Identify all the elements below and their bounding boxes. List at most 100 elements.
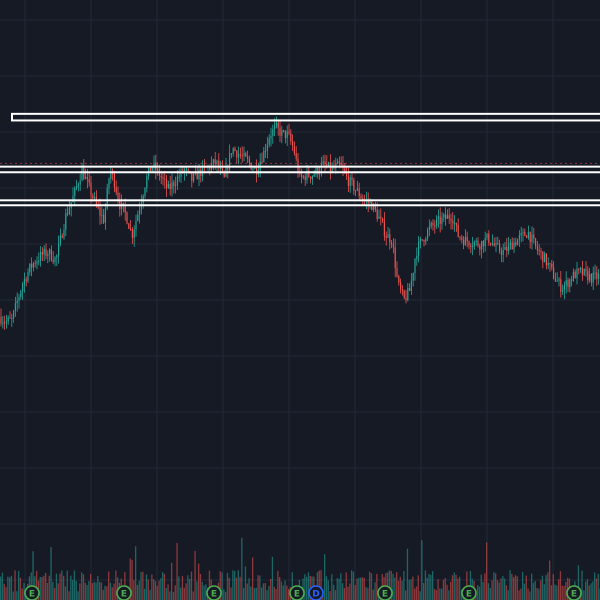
candle-body (373, 204, 375, 211)
volume-bar (192, 591, 194, 600)
candle-body (560, 279, 562, 292)
candle-body (324, 161, 326, 165)
horizontal-zones[interactable] (0, 112, 600, 207)
candle-body (416, 255, 418, 260)
candle-body (248, 159, 250, 163)
volume-bar (162, 572, 164, 600)
earnings-marker[interactable]: E (24, 585, 40, 600)
candle-body (542, 251, 544, 263)
volume-bar (351, 570, 353, 600)
volume-bar (396, 572, 398, 600)
zone-rectangle[interactable] (11, 112, 600, 122)
volume-bar (136, 584, 139, 600)
volume-bar (594, 572, 596, 600)
volume-bar (392, 573, 394, 600)
volume-bar (349, 583, 351, 600)
zone-rectangle[interactable] (0, 165, 600, 174)
volume-bar (514, 575, 517, 600)
candle-body (153, 162, 155, 167)
candle-body (511, 242, 513, 250)
candle-body (477, 240, 479, 246)
volume-bar (478, 586, 481, 600)
dividend-marker[interactable]: D (308, 585, 324, 600)
candle-body (322, 161, 324, 165)
candle-body (245, 153, 247, 157)
candle-body (486, 233, 488, 238)
volume-bar (243, 588, 245, 600)
volume-bar (239, 576, 241, 600)
candle-body (434, 225, 436, 227)
volume-bar (79, 583, 81, 600)
candle-body (396, 267, 398, 277)
event-marker-label: E (294, 590, 300, 600)
volume-bar (550, 585, 553, 600)
volume-bar (342, 583, 344, 600)
volume-bar (63, 575, 65, 600)
earnings-marker[interactable]: E (206, 585, 222, 600)
candle-body (221, 168, 223, 172)
volume-bar (397, 580, 400, 600)
candle-body (265, 150, 267, 152)
volume-bar (331, 574, 333, 600)
candle-body (461, 237, 463, 240)
candle-body (76, 186, 78, 188)
candle-body (517, 239, 519, 246)
volume-bar (345, 572, 347, 600)
event-marker-label: E (571, 590, 577, 600)
candle-body (284, 130, 286, 139)
candle-body (256, 167, 258, 175)
volume-bar (106, 586, 108, 600)
event-marker-circle (289, 585, 305, 600)
candle-body (405, 297, 407, 301)
volume-bar (412, 576, 414, 600)
volume-bar (505, 585, 508, 600)
candle-body (47, 254, 49, 256)
candle-body (85, 176, 87, 180)
candle-body (407, 287, 409, 301)
candle-body (362, 198, 364, 201)
candle-body (232, 148, 234, 154)
volume-bar (95, 582, 97, 600)
candle-body (178, 176, 180, 178)
earnings-marker[interactable]: E (289, 585, 305, 600)
candle-body (544, 253, 546, 263)
volume-bar (457, 578, 459, 600)
earnings-marker[interactable]: E (461, 585, 477, 600)
volume-bar (75, 581, 77, 600)
volume-bar (158, 580, 160, 600)
candle-body (589, 273, 591, 281)
candle-body (481, 241, 483, 250)
volume-bar (138, 580, 140, 600)
volume-bar (72, 579, 74, 600)
candle-body (360, 196, 362, 199)
volume-bar (324, 554, 326, 600)
volume-bar (241, 537, 243, 600)
earnings-marker[interactable]: E (116, 585, 132, 600)
candle-body (63, 229, 65, 238)
volume-bar (50, 546, 52, 600)
candle-body (38, 260, 40, 262)
candle-body (400, 282, 402, 290)
zone-rectangle[interactable] (0, 199, 600, 207)
candle-body (491, 243, 493, 245)
volume-bar (244, 566, 247, 600)
earnings-marker[interactable]: E (377, 585, 393, 600)
candle-body (90, 182, 92, 196)
volume-bar (46, 583, 49, 600)
volume-bar (559, 571, 562, 600)
candle-body (536, 245, 538, 251)
candle-body (77, 184, 79, 187)
candle-body (110, 171, 112, 179)
candle-body (58, 243, 60, 256)
volume-bar (91, 583, 94, 600)
volume-bar (147, 579, 149, 600)
volume-bar (77, 591, 79, 600)
candle-body (65, 213, 67, 230)
earnings-marker[interactable]: E (566, 585, 582, 600)
volume-bar (511, 573, 513, 600)
candle-body (574, 271, 576, 279)
volume-bar (189, 578, 191, 600)
